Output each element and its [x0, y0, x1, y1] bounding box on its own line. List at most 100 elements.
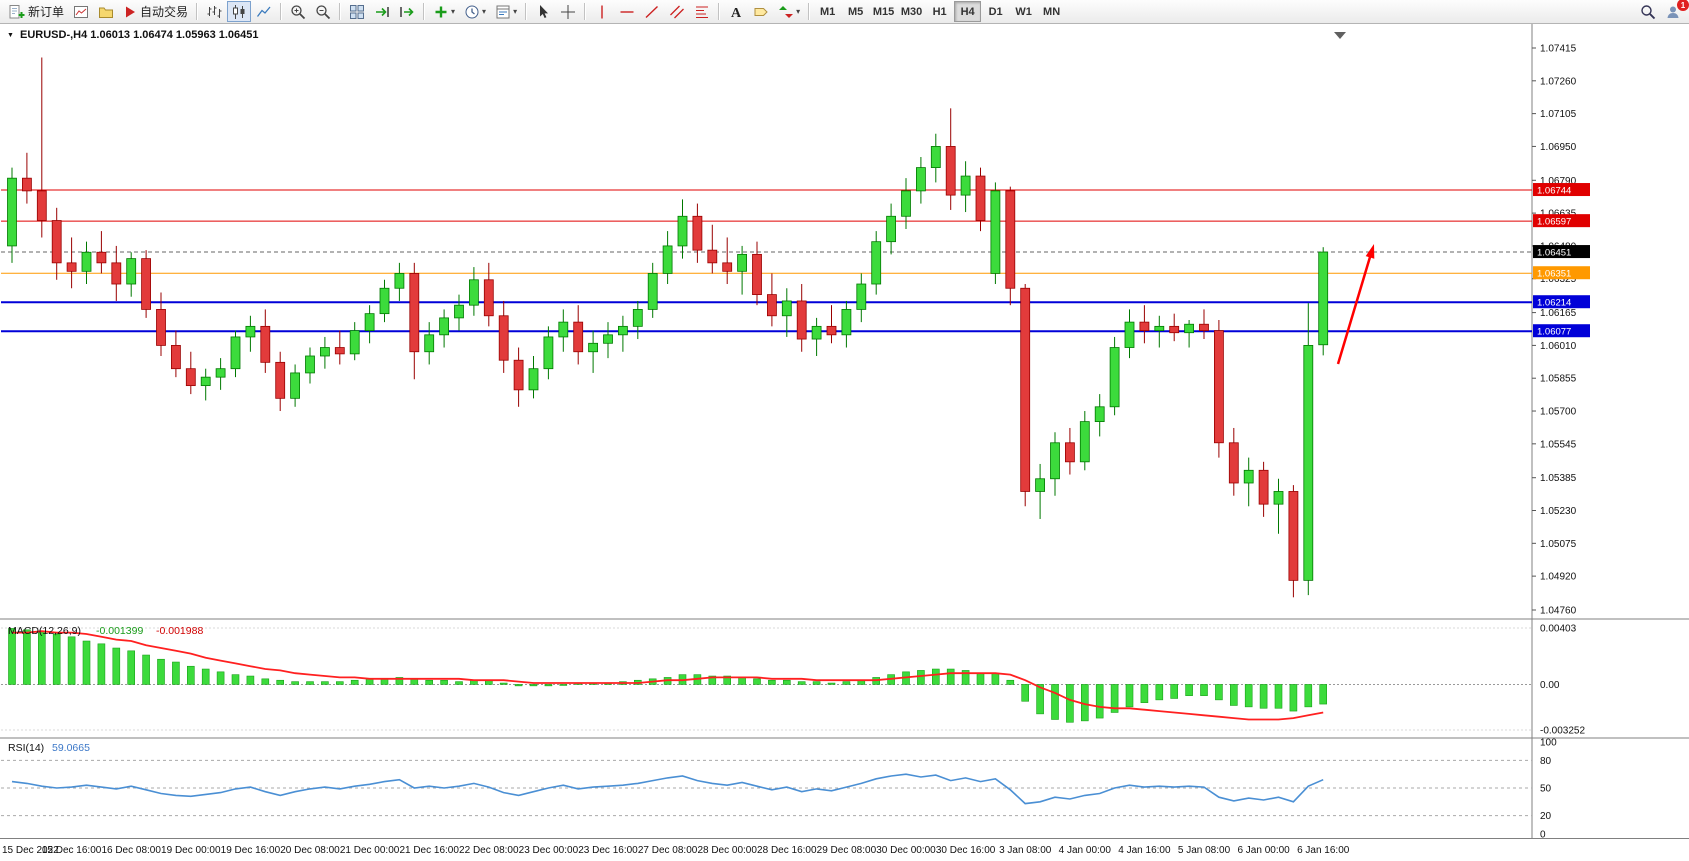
time-axis-label: 4 Jan 16:00 [1118, 845, 1171, 856]
timeframe-h1-button[interactable]: H1 [926, 1, 953, 22]
time-axis-label: 28 Dec 00:00 [697, 845, 757, 856]
macd-bar [201, 668, 210, 685]
macd-bar [82, 640, 91, 685]
rsi-scale-label: 50 [1540, 784, 1552, 795]
crosshair-button[interactable] [556, 1, 580, 22]
candle [916, 167, 926, 192]
price-axis-label: 1.06635 [1540, 209, 1577, 220]
indicators-button[interactable]: ▾ [429, 1, 459, 22]
candle [126, 258, 137, 285]
timeframe-m30-button[interactable]: M30 [898, 1, 925, 22]
timeframe-m15-button[interactable]: M15 [870, 1, 897, 22]
candle [558, 321, 569, 338]
search-button[interactable] [1636, 1, 1660, 22]
chart-canvas[interactable]: 1.07415 1.07260 1.07105 1.06950 1.06790 1.066… [0, 24, 1689, 861]
macd-bar [1319, 684, 1327, 705]
price-axis-label: 1.07105 [1540, 109, 1577, 120]
channel-button[interactable] [665, 1, 689, 22]
auto-scroll-button[interactable] [370, 1, 394, 22]
candle [379, 287, 390, 315]
macd-bar [350, 679, 359, 685]
arrows-icon [779, 5, 794, 18]
price-axis-label: 1.06950 [1540, 142, 1577, 153]
macd-bar [797, 681, 806, 685]
bars-chart-button[interactable] [202, 1, 226, 22]
time-axis-label: 19 Dec 00:00 [161, 845, 221, 856]
trendline-button[interactable] [640, 1, 664, 22]
candle [737, 253, 747, 272]
autotrading-button[interactable]: 自动交易 [119, 1, 192, 22]
candle [767, 294, 777, 317]
tile-windows-button[interactable] [345, 1, 369, 22]
macd-bar [1125, 684, 1134, 708]
macd-bar [321, 681, 329, 685]
horizontal-line-button[interactable] [615, 1, 639, 22]
price-tag-label: 1.06214 [1537, 298, 1571, 309]
cursor-icon [540, 4, 549, 18]
profiles-button[interactable] [94, 1, 118, 22]
macd-bar [172, 661, 180, 685]
candle [81, 251, 92, 272]
time-axis-label: 30 Dec 16:00 [936, 845, 996, 856]
macd-bar [559, 684, 568, 686]
macd-bar [1170, 684, 1178, 699]
time-axis-label: 16 Dec 08:00 [101, 845, 161, 856]
chart-shift-button[interactable] [395, 1, 419, 22]
timeframe-m1-button[interactable]: M1 [814, 1, 841, 22]
candle [886, 215, 896, 243]
horizontal-line-icon [620, 10, 634, 13]
timeframe-h4-button[interactable]: H4 [954, 1, 982, 22]
price-axis-label: 1.07260 [1540, 76, 1577, 87]
timeframe-mn-button[interactable]: MN [1038, 1, 1065, 22]
toolbar-separator [280, 3, 283, 20]
macd-bar [544, 684, 553, 687]
account-button[interactable]: 1 [1661, 0, 1689, 22]
macd-bar [112, 647, 121, 685]
macd-bar [440, 679, 448, 685]
cursor-button[interactable] [531, 1, 555, 22]
candle [513, 359, 524, 391]
macd-bar [261, 678, 270, 685]
chart-title: EURUSD-,H4 1.06013 1.06474 1.05963 1.064… [20, 29, 259, 41]
price-tag-label: 1.06597 [1537, 217, 1571, 228]
candle [1139, 321, 1150, 331]
current-price-label: 1.06451 [1537, 248, 1571, 259]
templates-button[interactable]: ▾ [491, 1, 521, 22]
arrows-button[interactable]: ▾ [774, 1, 804, 22]
macd-bar [455, 681, 463, 685]
price-tag-label: 1.06744 [1537, 186, 1571, 197]
rsi-line [11, 773, 1324, 805]
new-chart-button[interactable] [69, 1, 93, 22]
zoom-in-button[interactable] [286, 1, 310, 22]
profiles-icon [99, 7, 114, 18]
price-axis-label: 1.07415 [1540, 44, 1577, 55]
timeframe-w1-button[interactable]: W1 [1010, 1, 1037, 22]
macd-bar [246, 675, 255, 685]
periods-button[interactable]: ▾ [460, 1, 490, 22]
macd-bar [231, 674, 240, 685]
time-axis-label: 22 Dec 08:00 [459, 845, 519, 856]
candlestick-chart-button[interactable] [227, 1, 252, 22]
line-chart-button[interactable] [252, 1, 276, 22]
periods-clock-icon [465, 5, 479, 18]
timeframe-m5-button[interactable]: M5 [842, 1, 869, 22]
candle [528, 368, 539, 391]
macd-bar [1185, 684, 1193, 696]
autotrading-label: 自动交易 [140, 5, 189, 19]
vertical-line-button[interactable] [590, 1, 614, 22]
macd-bar [499, 682, 508, 685]
fibonacci-button[interactable] [690, 1, 714, 22]
zoom-out-button[interactable] [311, 1, 335, 22]
macd-bar [1215, 684, 1223, 701]
text-button[interactable]: A [724, 1, 748, 22]
macd-bar [67, 636, 76, 685]
new-order-button[interactable]: 新订单 [4, 1, 68, 22]
candle [1065, 442, 1075, 463]
arrow-annotation[interactable] [1336, 256, 1372, 365]
arrow-annotation-head[interactable] [1365, 244, 1375, 259]
time-axis-label: 5 Jan 08:00 [1178, 845, 1231, 856]
timeframe-d1-button[interactable]: D1 [982, 1, 1009, 22]
chart-shift-marker[interactable] [1334, 32, 1346, 39]
text-label-button[interactable] [749, 1, 773, 22]
